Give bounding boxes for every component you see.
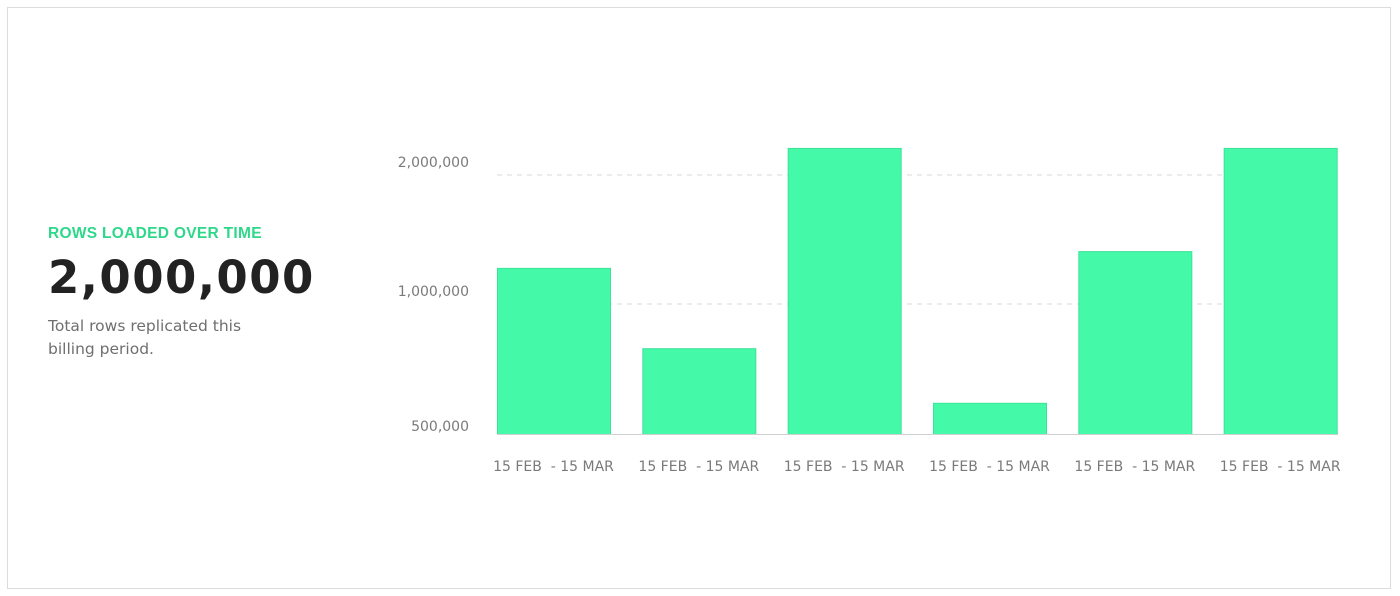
summary-label: ROWS LOADED OVER TIME (48, 225, 262, 242)
grid-lines (497, 174, 1337, 305)
x-category-label: 15 FEB - 15 MAR (784, 459, 905, 475)
x-category-label: 15 FEB - 15 MAR (1074, 459, 1195, 475)
summary-panel: ROWS LOADED OVER TIME 2,000,000 Total ro… (48, 225, 328, 361)
x-category-label: 15 FEB - 15 MAR (638, 459, 759, 475)
bars (497, 147, 1338, 436)
summary-description: Total rows replicated this billing perio… (48, 316, 242, 358)
bar (1223, 147, 1338, 435)
x-category-label: 15 FEB - 15 MAR (929, 459, 1050, 475)
x-axis-labels: 15 FEB - 15 MAR 15 FEB - 15 MAR 15 FEB - 1… (493, 459, 1341, 475)
y-axis-labels: 500,000 1,000,000 2,000,000 (398, 155, 469, 435)
x-category-label: 15 FEB - 15 MAR (493, 459, 614, 475)
bar (642, 348, 757, 436)
y-tick-label: 500,000 (411, 419, 469, 435)
bar (497, 267, 611, 435)
bar (787, 147, 902, 435)
y-tick-label: 2,000,000 (398, 155, 469, 171)
y-tick-label: 1,000,000 (398, 284, 469, 300)
x-category-label: 15 FEB - 15 MAR (1220, 459, 1341, 475)
summary-value: 2,000,000 (48, 251, 315, 304)
bar (933, 402, 1047, 435)
bar (1078, 251, 1193, 435)
